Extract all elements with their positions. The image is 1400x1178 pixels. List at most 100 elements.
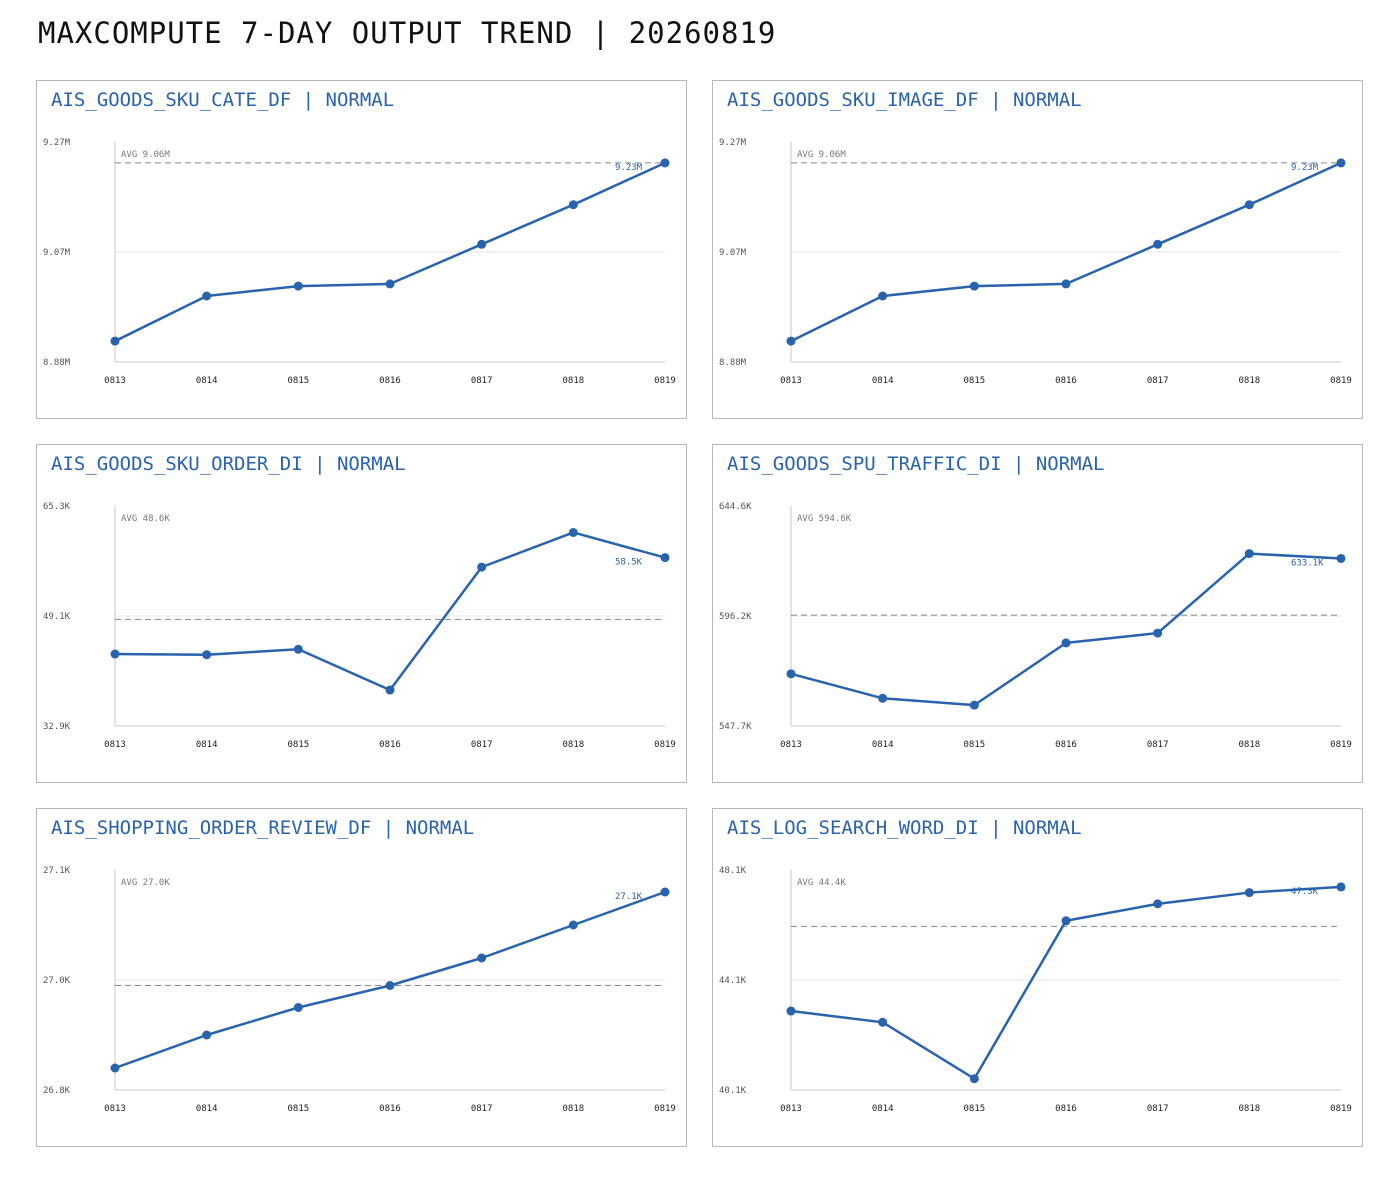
y-tick-label: 9.27M: [719, 138, 747, 148]
last-value-label: 633.1K: [1291, 558, 1324, 568]
chart-svg: 644.6K 596.2K 547.7K 0813 0814 0815 0816 0817 08…: [719, 502, 1352, 750]
data-point: [878, 1017, 888, 1027]
x-tick-label: 0818: [562, 1104, 584, 1114]
chart-title: AIS_GOODS_SKU_IMAGE_DF | NORMAL: [727, 89, 1082, 111]
x-tick-label: 0818: [1238, 1104, 1260, 1114]
series-line: [790, 552, 1342, 707]
last-value-label: 47.3K: [1291, 887, 1319, 897]
x-tick-label: 0813: [104, 376, 126, 386]
data-point: [1153, 239, 1163, 249]
data-point: [1153, 628, 1163, 638]
y-tick-label: 9.27M: [43, 138, 71, 148]
last-value-label: 58.5K: [615, 558, 643, 568]
data-point: [1244, 200, 1254, 210]
x-tick-label: 0819: [654, 740, 676, 750]
data-point: [202, 291, 212, 301]
x-tick-label: 0815: [963, 1104, 985, 1114]
data-point: [878, 693, 888, 703]
average-label: AVG 594.6K: [797, 514, 852, 524]
chart-panel: AIS_LOG_SEARCH_WORD_DI | NORMAL 48.1K 44.1…: [712, 808, 1363, 1147]
x-tick-label: 0814: [872, 1104, 894, 1114]
x-tick-label: 0813: [104, 1104, 126, 1114]
x-tick-label: 0819: [1330, 740, 1352, 750]
y-tick-label: 596.2K: [719, 612, 752, 622]
y-tick-label: 644.6K: [719, 502, 752, 512]
y-tick-label: 27.0K: [43, 976, 71, 986]
data-point: [385, 279, 395, 289]
x-tick-label: 0813: [780, 740, 802, 750]
data-point: [477, 239, 487, 249]
data-point: [1061, 279, 1071, 289]
chart-svg: 27.1K 27.0K 26.8K 0813 0814 0815 0816 0817 0818 0…: [43, 866, 676, 1114]
series-line: [790, 885, 1342, 1080]
y-tick-label: 26.8K: [43, 1086, 71, 1096]
y-tick-label: 9.07M: [719, 248, 747, 258]
data-point: [878, 291, 888, 301]
x-tick-label: 0813: [780, 376, 802, 386]
data-point: [293, 1003, 303, 1012]
y-tick-label: 40.1K: [719, 1086, 747, 1096]
x-tick-label: 0815: [963, 376, 985, 386]
x-tick-label: 0818: [1238, 376, 1260, 386]
data-point: [110, 649, 120, 659]
data-point: [969, 700, 979, 710]
chart-title: AIS_SHOPPING_ORDER_REVIEW_DF | NORMAL: [51, 817, 475, 839]
data-point: [293, 644, 303, 654]
data-point: [568, 200, 578, 210]
chart-svg: 65.3K 49.1K 32.9K 0813 0814 0815 0816 0817 0818 0…: [43, 502, 676, 750]
last-value-label: 9.23M: [615, 163, 643, 173]
x-tick-label: 0814: [196, 740, 218, 750]
y-tick-label: 8.88M: [43, 358, 71, 368]
chart-title: AIS_GOODS_SKU_CATE_DF | NORMAL: [51, 89, 395, 111]
x-tick-label: 0819: [654, 376, 676, 386]
x-tick-label: 0815: [287, 740, 309, 750]
x-tick-label: 0814: [872, 740, 894, 750]
data-point: [110, 336, 120, 346]
x-tick-label: 0814: [196, 376, 218, 386]
average-label: AVG 9.06M: [797, 150, 846, 160]
data-point: [969, 281, 979, 291]
y-tick-label: 27.1K: [43, 866, 71, 876]
chart-panel: AIS_GOODS_SPU_TRAFFIC_DI | NORMAL 644.6K 5…: [712, 444, 1363, 783]
chart-svg: 48.1K 44.1K 40.1K 0813 0814 0815 0816 0817 0818 0…: [719, 866, 1352, 1114]
data-point: [1336, 882, 1346, 892]
y-tick-label: 65.3K: [43, 502, 71, 512]
chart-panel: AIS_SHOPPING_ORDER_REVIEW_DF | NORMAL 27.…: [36, 808, 687, 1147]
chart-svg: 9.27M 9.07M 8.88M 0813 0814 0815 0816 0817 0818 0…: [43, 138, 676, 386]
average-label: AVG 44.4K: [797, 878, 846, 888]
data-point: [1336, 553, 1346, 563]
average-label: AVG 27.0K: [121, 878, 170, 888]
chart-title: AIS_GOODS_SPU_TRAFFIC_DI | NORMAL: [727, 453, 1105, 475]
x-tick-label: 0816: [1055, 376, 1077, 386]
data-point: [568, 920, 578, 930]
x-tick-label: 0817: [1147, 376, 1169, 386]
x-tick-label: 0813: [104, 740, 126, 750]
x-tick-label: 0818: [562, 740, 584, 750]
x-tick-label: 0819: [654, 1104, 676, 1114]
y-tick-label: 8.88M: [719, 358, 747, 368]
data-point: [477, 953, 487, 963]
data-point: [293, 281, 303, 291]
chart-title: AIS_GOODS_SKU_ORDER_DI | NORMAL: [51, 453, 406, 475]
last-value-label: 9.23M: [1291, 163, 1319, 173]
chart-panel: AIS_GOODS_SKU_ORDER_DI | NORMAL 65.3K 49.1…: [36, 444, 687, 783]
x-tick-label: 0816: [379, 1104, 401, 1114]
x-tick-label: 0818: [1238, 740, 1260, 750]
data-point: [969, 1074, 979, 1084]
y-tick-label: 9.07M: [43, 248, 71, 258]
data-point: [1061, 916, 1071, 926]
data-point: [477, 562, 487, 572]
data-point: [202, 1030, 212, 1040]
chart-panel: AIS_GOODS_SKU_CATE_DF | NORMAL 9.27M 9.07M…: [36, 80, 687, 419]
data-point: [385, 685, 395, 695]
x-tick-label: 0814: [872, 376, 894, 386]
data-point: [202, 650, 212, 660]
average-label: AVG 9.06M: [121, 150, 170, 160]
x-tick-label: 0816: [379, 740, 401, 750]
data-point: [660, 158, 670, 168]
data-point: [786, 336, 796, 346]
x-tick-label: 0816: [1055, 740, 1077, 750]
data-point: [786, 669, 796, 679]
x-tick-label: 0817: [1147, 740, 1169, 750]
data-point: [1153, 899, 1163, 909]
